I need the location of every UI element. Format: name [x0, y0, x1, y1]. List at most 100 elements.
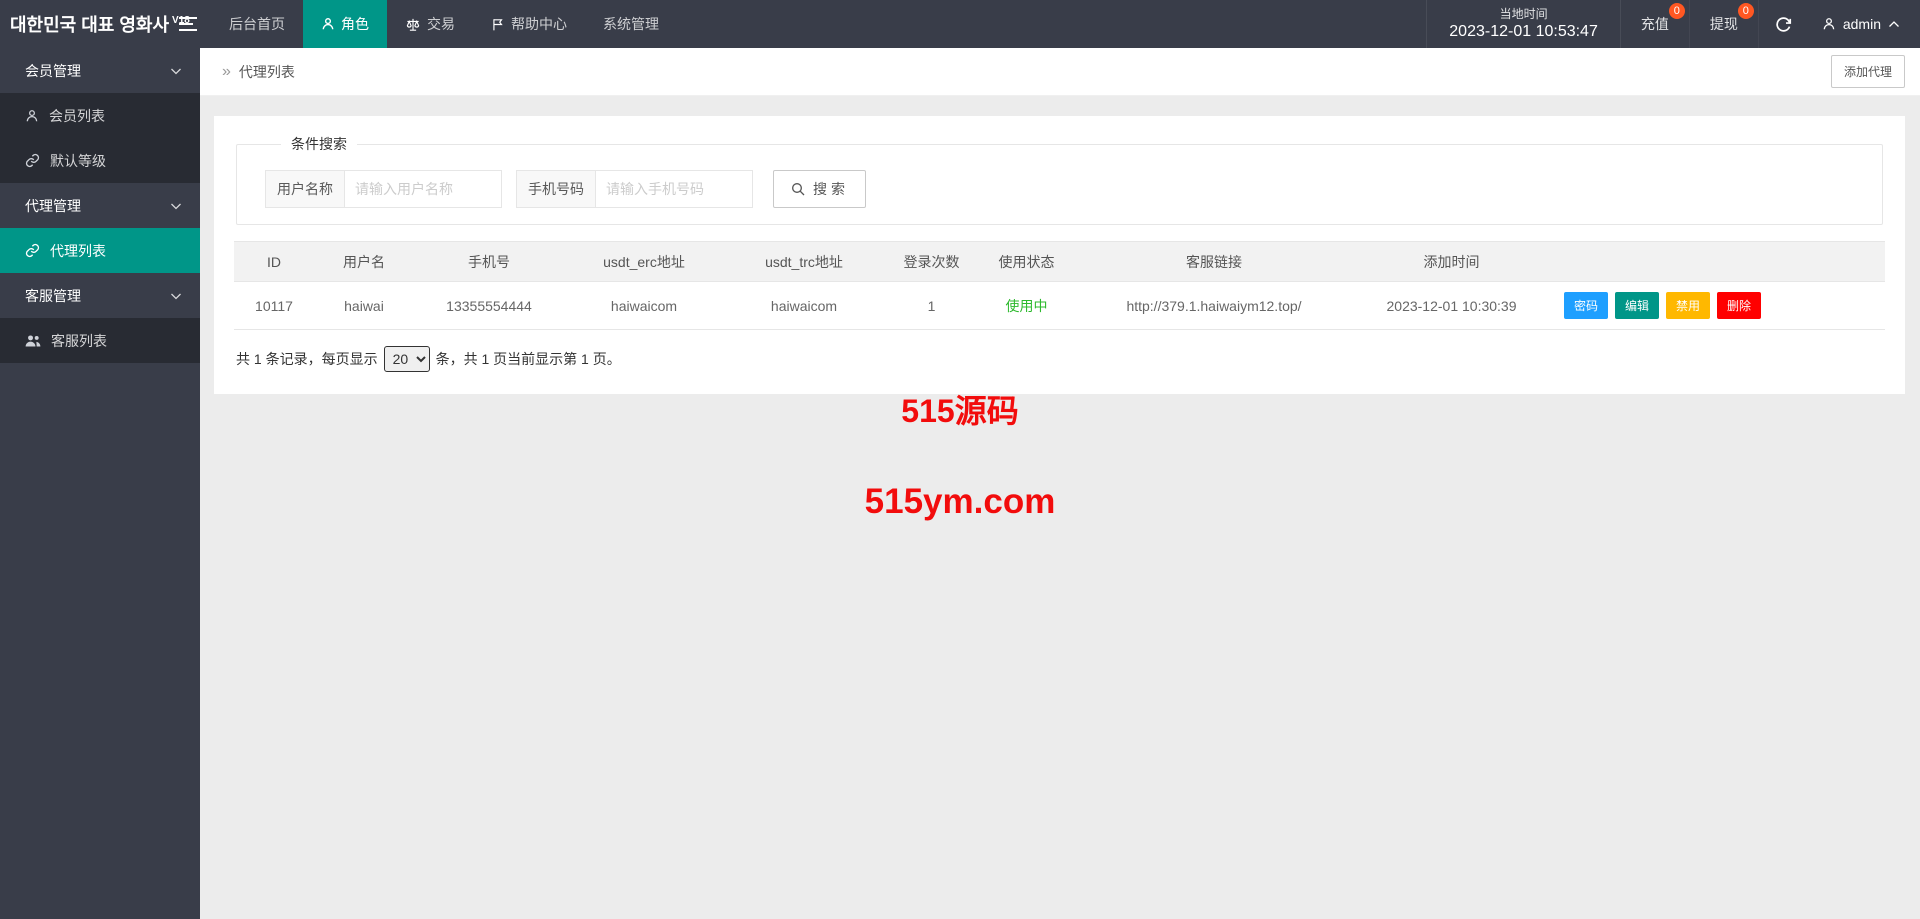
nav-item-help-center[interactable]: 帮助中心 — [473, 0, 585, 48]
breadcrumb-bar: » 代理列表 添加代理 — [200, 48, 1920, 96]
recharge-button[interactable]: 充值 0 — [1621, 0, 1690, 48]
sidebar-group-member-mgmt[interactable]: 会员管理 — [0, 48, 200, 93]
watermark-line1: 515源码 — [0, 386, 1720, 432]
nav-item-trade[interactable]: 交易 — [387, 0, 473, 48]
sidebar-item-agent-list[interactable]: 代理列表 — [0, 228, 200, 273]
col-header-id: ID — [234, 241, 314, 282]
table-header-row: ID 用户名 手机号 usdt_erc地址 usdt_trc地址 登录次数 使用… — [234, 241, 1885, 282]
col-header-actions — [1549, 241, 1885, 282]
refresh-button[interactable] — [1759, 0, 1808, 48]
sidebar-group-label: 客服管理 — [25, 287, 81, 304]
content-card: 条件搜索 用户名称 手机号码 搜索 — [214, 116, 1905, 394]
nav-item-label: 后台首页 — [229, 16, 285, 32]
watermark-line2: 515ym.com — [0, 482, 1720, 522]
sidebar-group-agent-mgmt[interactable]: 代理管理 — [0, 183, 200, 228]
top-header: 대한민국 대표 영화사 V18 后台首页 角色 交易 帮助中心 — [0, 0, 1920, 48]
user-menu[interactable]: admin — [1808, 0, 1920, 48]
nav-item-label: 帮助中心 — [511, 16, 567, 32]
sidebar-toggle-button[interactable] — [165, 0, 211, 48]
user-name: admin — [1842, 16, 1881, 32]
sidebar-item-label: 客服列表 — [51, 332, 107, 349]
chevron-down-icon — [170, 292, 182, 300]
nav-item-system[interactable]: 系统管理 — [585, 0, 677, 48]
withdraw-label: 提现 — [1709, 16, 1738, 32]
user-icon — [321, 17, 335, 31]
sidebar-group-label: 代理管理 — [25, 197, 81, 214]
edit-button[interactable]: 编辑 — [1615, 292, 1660, 319]
col-header-status: 使用状态 — [979, 241, 1074, 282]
search-fieldset: 条件搜索 用户名称 手机号码 搜索 — [236, 134, 1883, 225]
hamburger-icon — [179, 17, 197, 31]
recharge-badge: 0 — [1668, 3, 1685, 19]
local-time: 当地时间 2023-12-01 10:53:47 — [1426, 0, 1621, 48]
chevron-up-icon — [1888, 20, 1900, 28]
cell-service-link: http://379.1.haiwaiym12.top/ — [1074, 281, 1354, 330]
nav-item-role[interactable]: 角色 — [303, 0, 387, 48]
col-header-added-time: 添加时间 — [1354, 241, 1549, 282]
cell-usdt-trc: haiwaicom — [724, 281, 884, 330]
local-time-value: 2023-12-01 10:53:47 — [1449, 23, 1598, 40]
chevron-down-icon — [170, 202, 182, 210]
sidebar: 会员管理 会员列表 默认等级 代理管理 代理列表 客服管理 — [0, 48, 200, 919]
cell-added-time: 2023-12-01 10:30:39 — [1354, 281, 1549, 330]
agent-table: ID 用户名 手机号 usdt_erc地址 usdt_trc地址 登录次数 使用… — [234, 241, 1885, 330]
username-input[interactable] — [344, 170, 502, 208]
cell-username: haiwai — [314, 281, 414, 330]
nav-item-label: 角色 — [341, 16, 369, 32]
search-row: 用户名称 手机号码 搜索 — [253, 170, 1866, 208]
watermark-text: 515ym.com — [864, 482, 1056, 521]
row-actions: 密码 编辑 禁用 删除 — [1564, 292, 1870, 319]
link-icon — [25, 153, 40, 168]
users-icon — [25, 334, 41, 348]
nav-item-dashboard[interactable]: 后台首页 — [211, 0, 303, 48]
main-content: » 代理列表 添加代理 条件搜索 用户名称 手机号码 搜索 — [200, 48, 1920, 919]
pagination: 共 1 条记录，每页显示 20 条，共 1 页当前显示第 1 页。 — [234, 346, 1885, 372]
nav-item-label: 系统管理 — [603, 16, 659, 32]
sidebar-item-default-level[interactable]: 默认等级 — [0, 138, 200, 183]
search-button[interactable]: 搜索 — [773, 170, 866, 208]
table-row: 10117 haiwai 13355554444 haiwaicom haiwa… — [234, 281, 1885, 330]
flag-icon — [491, 17, 505, 32]
scales-icon — [405, 17, 421, 32]
top-nav: 后台首页 角色 交易 帮助中心 系统管理 — [211, 0, 677, 48]
cell-id: 10117 — [234, 281, 314, 330]
refresh-icon — [1775, 16, 1792, 33]
username-label: 用户名称 — [265, 170, 344, 208]
delete-button[interactable]: 删除 — [1717, 292, 1762, 319]
sidebar-item-label: 会员列表 — [49, 107, 105, 124]
app-logo: 대한민국 대표 영화사 V18 — [0, 0, 190, 48]
username-input-group: 用户名称 — [265, 170, 502, 208]
sidebar-item-service-list[interactable]: 客服列表 — [0, 318, 200, 363]
phone-input-group: 手机号码 — [516, 170, 753, 208]
breadcrumb-separator-icon: » — [222, 62, 231, 80]
disable-button[interactable]: 禁用 — [1666, 292, 1711, 319]
add-agent-button[interactable]: 添加代理 — [1830, 55, 1905, 88]
password-button[interactable]: 密码 — [1564, 292, 1609, 319]
phone-input[interactable] — [595, 170, 753, 208]
header-right-cluster: 当地时间 2023-12-01 10:53:47 充值 0 提现 0 admin — [1426, 0, 1920, 48]
withdraw-badge: 0 — [1737, 3, 1754, 19]
status-badge: 使用中 — [979, 281, 1074, 330]
pagination-prefix: 共 1 条记录，每页显示 — [236, 351, 378, 367]
col-header-login-count: 登录次数 — [884, 241, 979, 282]
user-icon — [25, 109, 39, 123]
phone-label: 手机号码 — [516, 170, 595, 208]
local-time-label: 当地时间 — [1499, 7, 1548, 21]
search-button-label: 搜索 — [813, 181, 849, 197]
watermark-text: 515源码 — [901, 393, 1019, 429]
col-header-usdt-trc: usdt_trc地址 — [724, 241, 884, 282]
sidebar-group-service-mgmt[interactable]: 客服管理 — [0, 273, 200, 318]
page-size-select[interactable]: 20 — [383, 346, 430, 372]
user-icon — [1822, 17, 1836, 31]
app-logo-version: V18 — [172, 14, 190, 26]
sidebar-item-label: 默认等级 — [50, 152, 106, 169]
cell-phone: 13355554444 — [414, 281, 564, 330]
sidebar-item-member-list[interactable]: 会员列表 — [0, 93, 200, 138]
search-icon — [790, 181, 806, 197]
nav-item-label: 交易 — [427, 16, 455, 32]
cell-login-count: 1 — [884, 281, 979, 330]
withdraw-button[interactable]: 提现 0 — [1690, 0, 1759, 48]
search-legend: 条件搜索 — [291, 136, 347, 152]
col-header-username: 用户名 — [314, 241, 414, 282]
recharge-label: 充值 — [1640, 16, 1669, 32]
